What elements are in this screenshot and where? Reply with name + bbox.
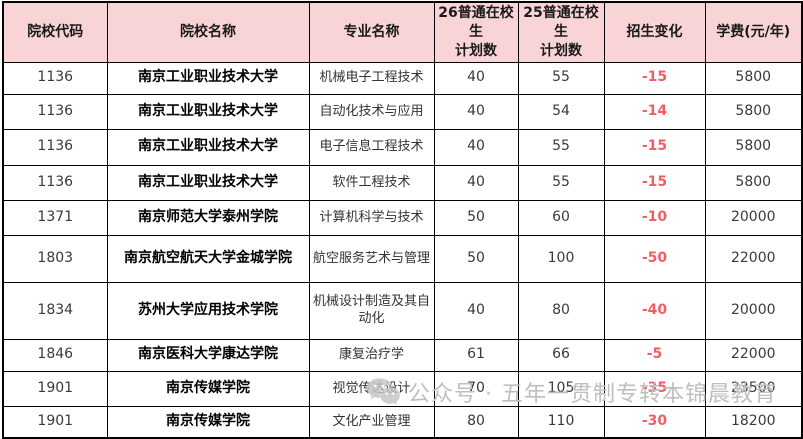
cell-plan-2025: 100 [517, 234, 605, 283]
cell-change: -5 [603, 338, 706, 372]
cell-plan-2026: 80 [433, 405, 519, 439]
table-row: 1901 南京传媒学院 文化产业管理 80 110 -30 18200 [2, 405, 803, 439]
cell-tuition: 23500 [704, 370, 803, 407]
cell-plan-2026: 40 [433, 128, 519, 166]
cell-college-code: 1136 [2, 61, 108, 95]
cell-plan-2025: 54 [517, 93, 605, 130]
cell-college-code: 1136 [2, 164, 108, 201]
cell-change: -50 [603, 234, 706, 283]
cell-plan-2026: 70 [433, 370, 519, 407]
cell-college-name: 南京传媒学院 [106, 405, 310, 439]
cell-tuition: 22000 [704, 338, 803, 372]
cell-plan-2026: 50 [433, 199, 519, 236]
cell-major-name: 计算机科学与技术 [308, 199, 435, 236]
header-plan-2026: 26普通在校生 计划数 [433, 1, 519, 63]
cell-major-name: 软件工程技术 [308, 164, 435, 201]
cell-plan-2026: 50 [433, 234, 519, 283]
cell-tuition: 5800 [704, 128, 803, 166]
cell-major-name: 航空服务艺术与管理 [308, 234, 435, 283]
table-row: 1136 南京工业职业技术大学 自动化技术与应用 40 54 -14 5800 [2, 93, 803, 130]
cell-college-code: 1901 [2, 370, 108, 407]
cell-change: -15 [603, 128, 706, 166]
cell-college-name: 南京航空航天大学金城学院 [106, 234, 310, 283]
cell-major-name: 文化产业管理 [308, 405, 435, 439]
cell-college-name: 南京师范大学泰州学院 [106, 199, 310, 236]
table-row: 1371 南京师范大学泰州学院 计算机科学与技术 50 60 -10 20000 [2, 199, 803, 236]
cell-college-code: 1371 [2, 199, 108, 236]
cell-tuition: 5800 [704, 93, 803, 130]
header-college-name: 院校名称 [106, 1, 310, 63]
table-row: 1136 南京工业职业技术大学 电子信息工程技术 40 55 -15 5800 [2, 128, 803, 166]
cell-college-code: 1901 [2, 405, 108, 439]
header-major-name: 专业名称 [308, 1, 435, 63]
cell-college-name: 南京工业职业技术大学 [106, 61, 310, 95]
cell-college-code: 1803 [2, 234, 108, 283]
cell-major-name: 康复治疗学 [308, 338, 435, 372]
cell-change: -15 [603, 61, 706, 95]
table-row: 1834 苏州大学应用技术学院 机械设计制造及其自动化 40 80 -40 20… [2, 281, 803, 340]
cell-college-name: 南京医科大学康达学院 [106, 338, 310, 372]
cell-change: -40 [603, 281, 706, 340]
cell-college-code: 1136 [2, 93, 108, 130]
cell-plan-2026: 40 [433, 164, 519, 201]
cell-college-code: 1834 [2, 281, 108, 340]
cell-tuition: 5800 [704, 164, 803, 201]
table-row: 1136 南京工业职业技术大学 软件工程技术 40 55 -15 5800 [2, 164, 803, 201]
cell-major-name: 自动化技术与应用 [308, 93, 435, 130]
cell-major-name: 机械设计制造及其自动化 [308, 281, 435, 340]
table-row: 1846 南京医科大学康达学院 康复治疗学 61 66 -5 22000 [2, 338, 803, 372]
cell-change: -15 [603, 164, 706, 201]
cell-college-name: 南京传媒学院 [106, 370, 310, 407]
cell-college-name: 南京工业职业技术大学 [106, 93, 310, 130]
cell-college-code: 1846 [2, 338, 108, 372]
cell-college-code: 1136 [2, 128, 108, 166]
header-row: 院校代码 院校名称 专业名称 26普通在校生 计划数 25普通在校生 计划数 招… [2, 1, 803, 63]
cell-plan-2025: 66 [517, 338, 605, 372]
cell-change: -14 [603, 93, 706, 130]
cell-major-name: 视觉传达设计 [308, 370, 435, 407]
cell-major-name: 电子信息工程技术 [308, 128, 435, 166]
cell-plan-2026: 40 [433, 281, 519, 340]
cell-plan-2025: 55 [517, 164, 605, 201]
cell-change: -35 [603, 370, 706, 407]
cell-plan-2025: 60 [517, 199, 605, 236]
header-enroll-change: 招生变化 [603, 1, 706, 63]
cell-change: -30 [603, 405, 706, 439]
cell-tuition: 18200 [704, 405, 803, 439]
cell-plan-2025: 80 [517, 281, 605, 340]
cell-change: -10 [603, 199, 706, 236]
header-plan-2025: 25普通在校生 计划数 [517, 1, 605, 63]
table-row: 1803 南京航空航天大学金城学院 航空服务艺术与管理 50 100 -50 2… [2, 234, 803, 283]
cell-plan-2025: 105 [517, 370, 605, 407]
cell-college-name: 南京工业职业技术大学 [106, 164, 310, 201]
cell-tuition: 20000 [704, 199, 803, 236]
cell-college-name: 南京工业职业技术大学 [106, 128, 310, 166]
cell-major-name: 机械电子工程技术 [308, 61, 435, 95]
cell-tuition: 22000 [704, 234, 803, 283]
header-tuition: 学费(元/年) [704, 1, 803, 63]
cell-tuition: 5800 [704, 61, 803, 95]
table-row: 1901 南京传媒学院 视觉传达设计 70 105 -35 23500 [2, 370, 803, 407]
cell-college-name: 苏州大学应用技术学院 [106, 281, 310, 340]
cell-plan-2025: 55 [517, 128, 605, 166]
cell-plan-2026: 40 [433, 93, 519, 130]
cell-plan-2025: 110 [517, 405, 605, 439]
header-college-code: 院校代码 [2, 1, 108, 63]
cell-plan-2026: 61 [433, 338, 519, 372]
cell-plan-2026: 40 [433, 61, 519, 95]
cell-tuition: 20000 [704, 281, 803, 340]
cell-plan-2025: 55 [517, 61, 605, 95]
table-row: 1136 南京工业职业技术大学 机械电子工程技术 40 55 -15 5800 [2, 61, 803, 95]
